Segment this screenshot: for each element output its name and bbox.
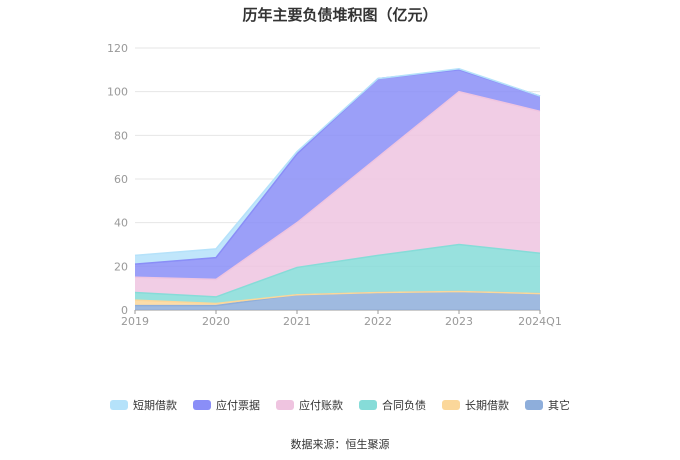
x-tick-label: 2024Q1 (518, 315, 562, 328)
x-tick-label: 2021 (283, 315, 311, 328)
legend-swatch (359, 400, 377, 410)
legend-label: 长期借款 (465, 399, 509, 412)
legend-swatch (276, 400, 294, 410)
series-areas (135, 68, 540, 310)
series-lines (134, 67, 541, 307)
y-tick-label: 80 (114, 129, 128, 142)
legend-item[interactable]: 其它 (525, 397, 570, 413)
area-应付票据 (135, 69, 540, 280)
x-tick-label: 2019 (121, 315, 149, 328)
axes: 0 20 40 60 80 100 120 2019 2020 2021 2022 2023 2024Q… (107, 42, 562, 328)
y-tick-label: 20 (114, 260, 128, 273)
legend-label: 应付票据 (216, 399, 260, 412)
x-tick-label: 2023 (445, 315, 473, 328)
legend-item[interactable]: 短期借款 (110, 397, 177, 413)
y-tick-label: 40 (114, 217, 128, 230)
legend-swatch (110, 400, 128, 410)
area-合同负债 (135, 244, 540, 304)
area-长期借款 (135, 291, 540, 306)
legend-label: 短期借款 (133, 399, 177, 412)
y-tick-label: 120 (107, 42, 128, 55)
line-应付票据 (134, 69, 541, 265)
legend-item[interactable]: 长期借款 (442, 397, 509, 413)
chart-title: 历年主要负债堆积图（亿元） (242, 6, 438, 24)
area-应付账款 (135, 91, 540, 297)
line-短期借款 (134, 67, 541, 257)
legend-swatch (442, 400, 460, 410)
y-tick-label: 0 (121, 304, 128, 317)
area-其它 (135, 291, 540, 310)
legend-label: 其它 (548, 399, 570, 412)
line-应付账款 (134, 90, 541, 281)
legend-item[interactable]: 应付票据 (193, 397, 260, 413)
line-合同负债 (134, 243, 541, 298)
x-tick-label: 2022 (364, 315, 392, 328)
legend-item[interactable]: 合同负债 (359, 397, 426, 413)
x-tick-label: 2020 (202, 315, 230, 328)
legend-label: 合同负债 (382, 399, 426, 412)
y-tick-label: 100 (107, 86, 128, 99)
y-tick-label: 60 (114, 173, 128, 186)
line-长期借款 (134, 290, 541, 305)
legend: 短期借款 应付票据 应付账款 合同负债 长期借款 其它 (0, 397, 680, 413)
legend-item[interactable]: 应付账款 (276, 397, 343, 413)
legend-label: 应付账款 (299, 399, 343, 412)
legend-swatch (193, 400, 211, 410)
data-source: 数据来源：恒生聚源 (290, 438, 390, 451)
legend-swatch (525, 400, 543, 410)
